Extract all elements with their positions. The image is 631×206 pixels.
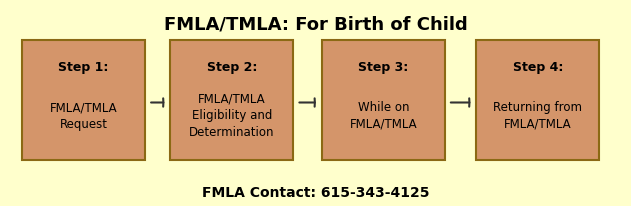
FancyBboxPatch shape (322, 41, 445, 161)
Text: FMLA/TMLA
Request: FMLA/TMLA Request (50, 101, 117, 130)
Text: Returning from
FMLA/TMLA: Returning from FMLA/TMLA (493, 101, 582, 130)
Text: While on
FMLA/TMLA: While on FMLA/TMLA (350, 101, 417, 130)
Text: Step 2:: Step 2: (207, 61, 257, 74)
FancyBboxPatch shape (22, 41, 145, 161)
FancyBboxPatch shape (476, 41, 599, 161)
FancyBboxPatch shape (170, 41, 293, 161)
Text: Step 3:: Step 3: (358, 61, 408, 74)
Text: Step 4:: Step 4: (513, 61, 563, 74)
Text: FMLA Contact: 615-343-4125: FMLA Contact: 615-343-4125 (202, 185, 429, 199)
Text: FMLA/TMLA
Eligibility and
Determination: FMLA/TMLA Eligibility and Determination (189, 92, 274, 138)
Text: FMLA/TMLA: For Birth of Child: FMLA/TMLA: For Birth of Child (163, 16, 468, 34)
Text: Step 1:: Step 1: (59, 61, 109, 74)
